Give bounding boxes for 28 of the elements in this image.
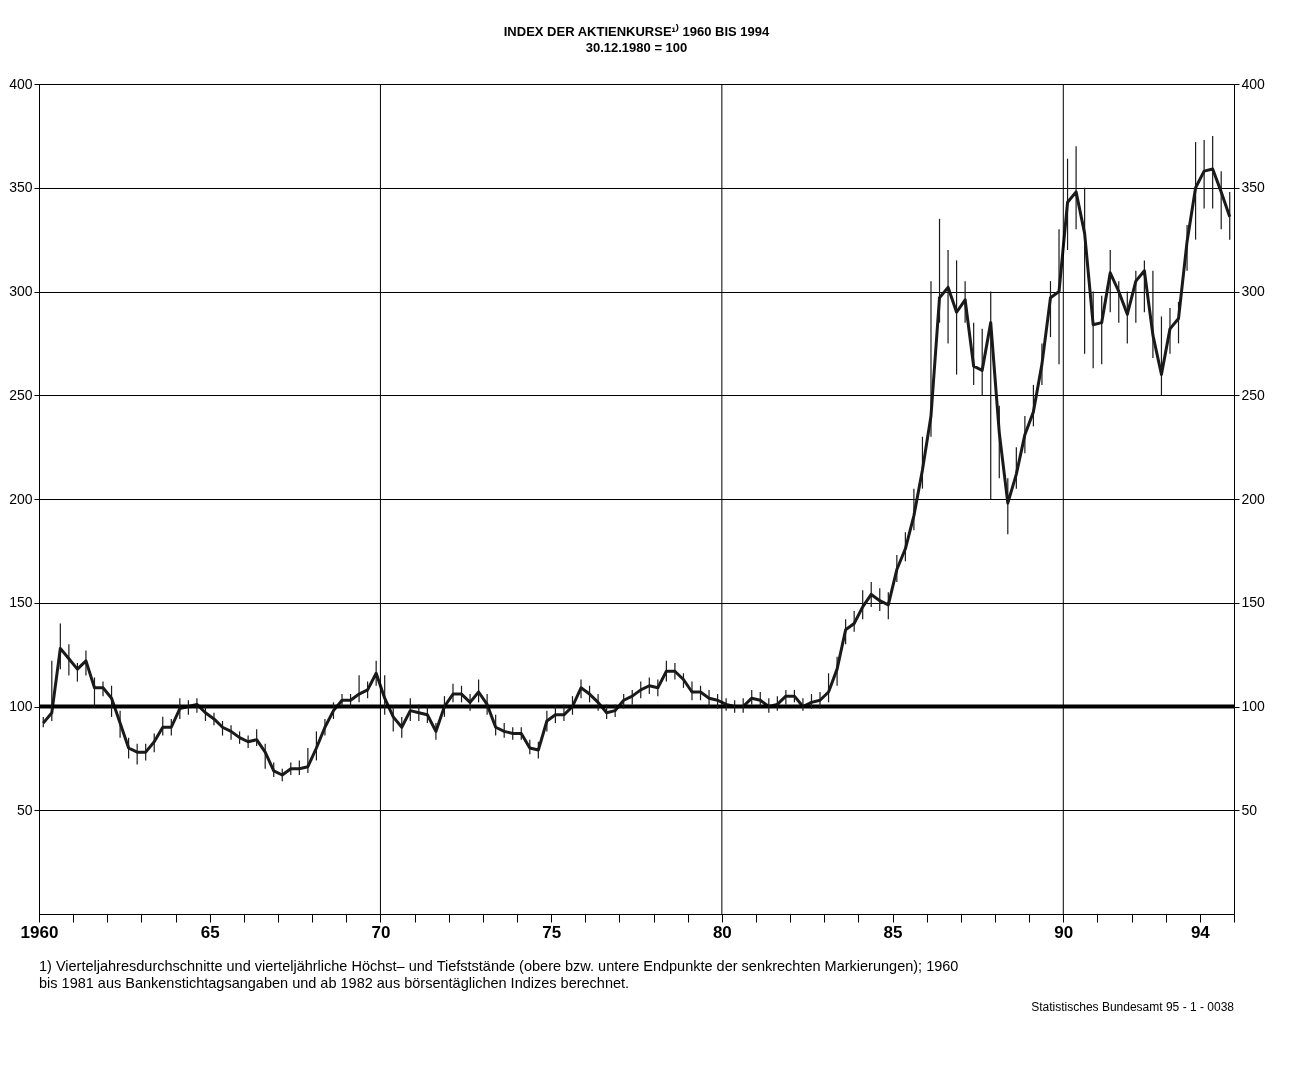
x-tick-label: 90 — [1054, 922, 1074, 942]
x-tick-label: 94 — [1190, 922, 1211, 942]
text: 1) Vierteljahresdurchschnitte und vierteljährliche Höchst– und Tiefststände (obere bzw. untere Endpunkte der senkrechten Markierungen); 1960 bis 1981 aus Bankenstichtagsangaben und ab 1982 aus börsentäglichen Indizes berechnet. — [39, 958, 959, 991]
x-tick-label: 70 — [371, 922, 391, 942]
y2-tick-label: 100 — [1241, 698, 1266, 714]
y2-tick-label: 400 — [1241, 75, 1266, 92]
x-tick-label: 65 — [200, 922, 220, 942]
x-tick-label: 1960 — [20, 922, 59, 942]
y-tick-label: 350 — [9, 179, 33, 196]
text: Statistisches Bundesamt 95 - 1 - 0038 — [1031, 1000, 1235, 1014]
y-tick-label: 50 — [16, 801, 33, 818]
y-tick-label: 150 — [9, 594, 33, 611]
y2-tick-label: 50 — [1241, 801, 1258, 818]
y2-tick-label: 300 — [1241, 283, 1266, 299]
y-tick-label: 400 — [9, 75, 33, 92]
y2-tick-label: 350 — [1241, 179, 1266, 196]
chart-title: INDEX DER AKTIENKURSE¹⁾ 1960 BIS 1994 — [503, 23, 771, 39]
x-tick-label: 80 — [712, 922, 732, 942]
y-tick-label: 250 — [9, 386, 33, 403]
y-tick-label: 300 — [9, 283, 33, 299]
chart-subtitle: 30.12.1980 = 100 — [585, 40, 688, 55]
y-tick-label: 100 — [9, 698, 33, 714]
x-tick-label: 85 — [883, 922, 903, 942]
y-tick-label: 200 — [9, 490, 33, 507]
y2-tick-label: 200 — [1241, 490, 1266, 507]
y2-tick-label: 250 — [1241, 386, 1266, 403]
x-tick-label: 75 — [542, 922, 562, 942]
y2-tick-label: 150 — [1241, 594, 1266, 611]
